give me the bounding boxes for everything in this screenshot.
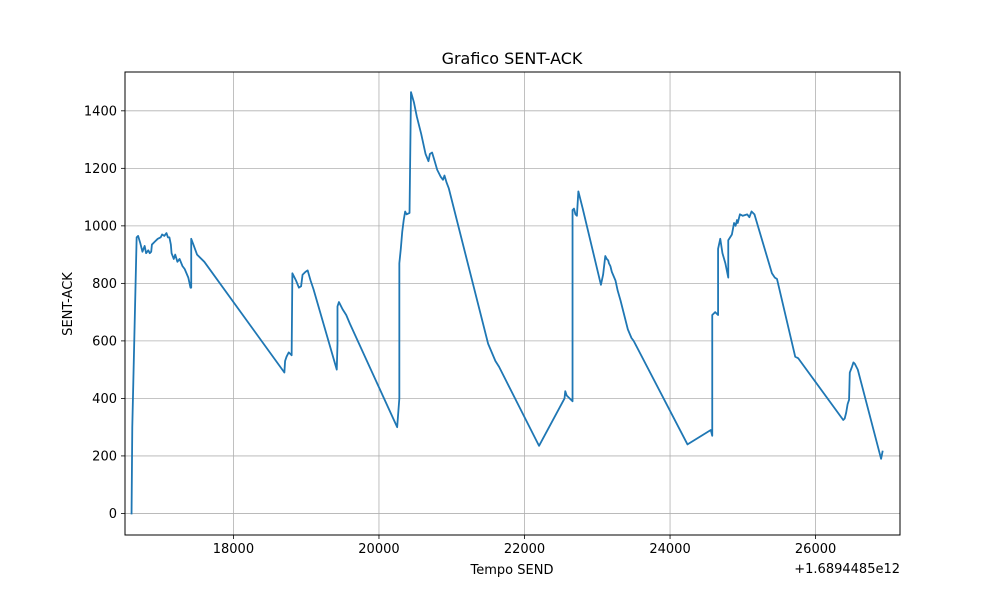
x-axis-offset-text: +1.6894485e12: [794, 562, 900, 577]
plot-frame: [124, 71, 901, 536]
y-tick-label: 200: [92, 449, 117, 464]
y-tick-label: 1400: [84, 104, 117, 119]
grid: [125, 72, 900, 535]
x-tick-label: 24000: [649, 542, 690, 557]
y-tick-label: 800: [92, 277, 117, 292]
x-axis-ticks: 18000 20000 22000 24000 26000: [213, 535, 836, 557]
y-tick-label: 600: [92, 334, 117, 349]
y-tick-label: 0: [109, 507, 117, 522]
y-tick-label: 1200: [84, 162, 117, 177]
plot-area: [125, 72, 900, 535]
y-tick-label: 400: [92, 392, 117, 407]
x-tick-label: 26000: [795, 542, 836, 557]
chart-title: Grafico SENT-ACK: [442, 49, 583, 68]
series-line-0: [130, 91, 884, 515]
y-tick-label: 1000: [84, 219, 117, 234]
y-axis-label: SENT-ACK: [61, 272, 76, 336]
series-layer: [130, 91, 884, 515]
x-tick-label: 18000: [213, 542, 254, 557]
x-tick-label: 20000: [358, 542, 399, 557]
y-axis-ticks: 0 200 400 600 800 1000 1200 1400: [84, 104, 125, 522]
x-axis-label: Tempo SEND: [470, 563, 554, 578]
x-tick-label: 22000: [504, 542, 545, 557]
